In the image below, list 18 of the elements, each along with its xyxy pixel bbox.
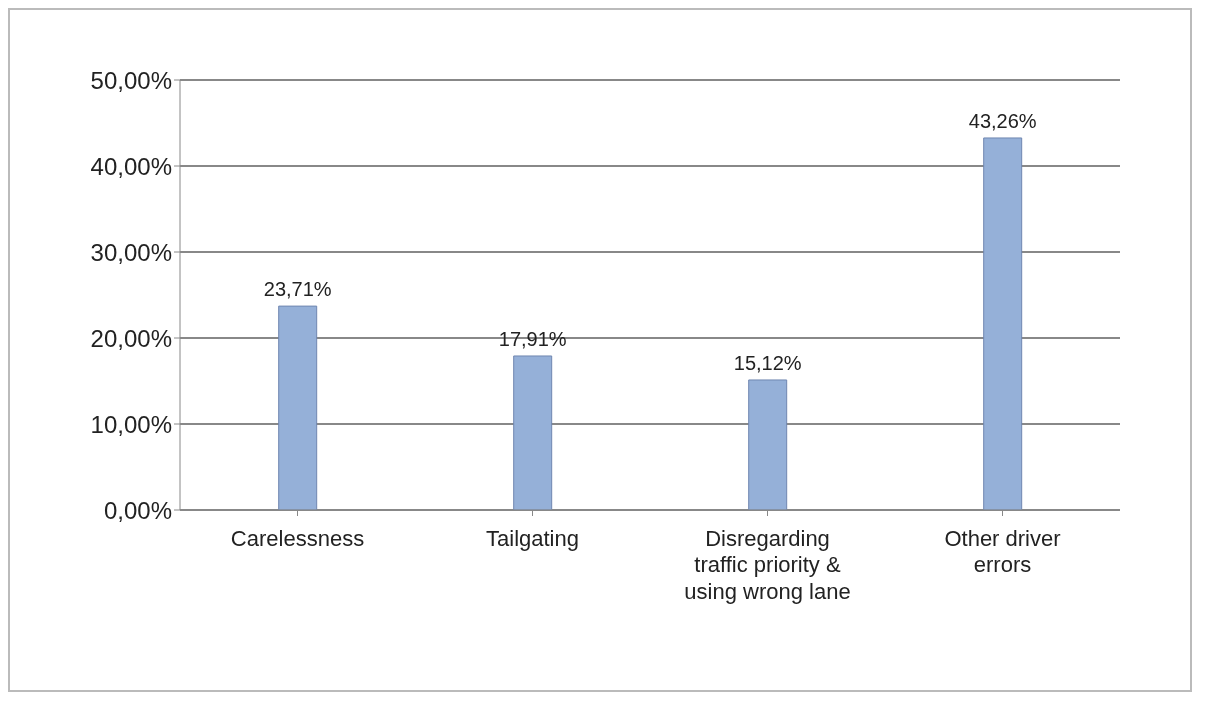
bar xyxy=(983,137,1023,510)
bar xyxy=(513,355,553,510)
bar xyxy=(748,379,788,510)
y-tick-label: 0,00% xyxy=(103,496,172,524)
data-label: 43,26% xyxy=(968,109,1037,132)
bar xyxy=(278,305,318,510)
x-tick-label: Tailgating xyxy=(486,525,579,551)
y-tick-label: 10,00% xyxy=(90,410,172,438)
y-tick-label: 20,00% xyxy=(90,324,172,352)
data-label: 23,71% xyxy=(263,278,332,301)
y-tick-label: 40,00% xyxy=(90,152,172,180)
y-tick-label: 30,00% xyxy=(90,238,172,266)
y-tick-label: 50,00% xyxy=(90,66,172,94)
x-tick-label: Disregarding traffic priority & using wrong lane xyxy=(684,525,851,604)
x-tick-label: Other driver errors xyxy=(944,525,1061,578)
x-tick-label: Carelessness xyxy=(230,525,365,551)
data-label: 17,91% xyxy=(498,327,567,350)
data-label: 15,12% xyxy=(733,351,802,374)
